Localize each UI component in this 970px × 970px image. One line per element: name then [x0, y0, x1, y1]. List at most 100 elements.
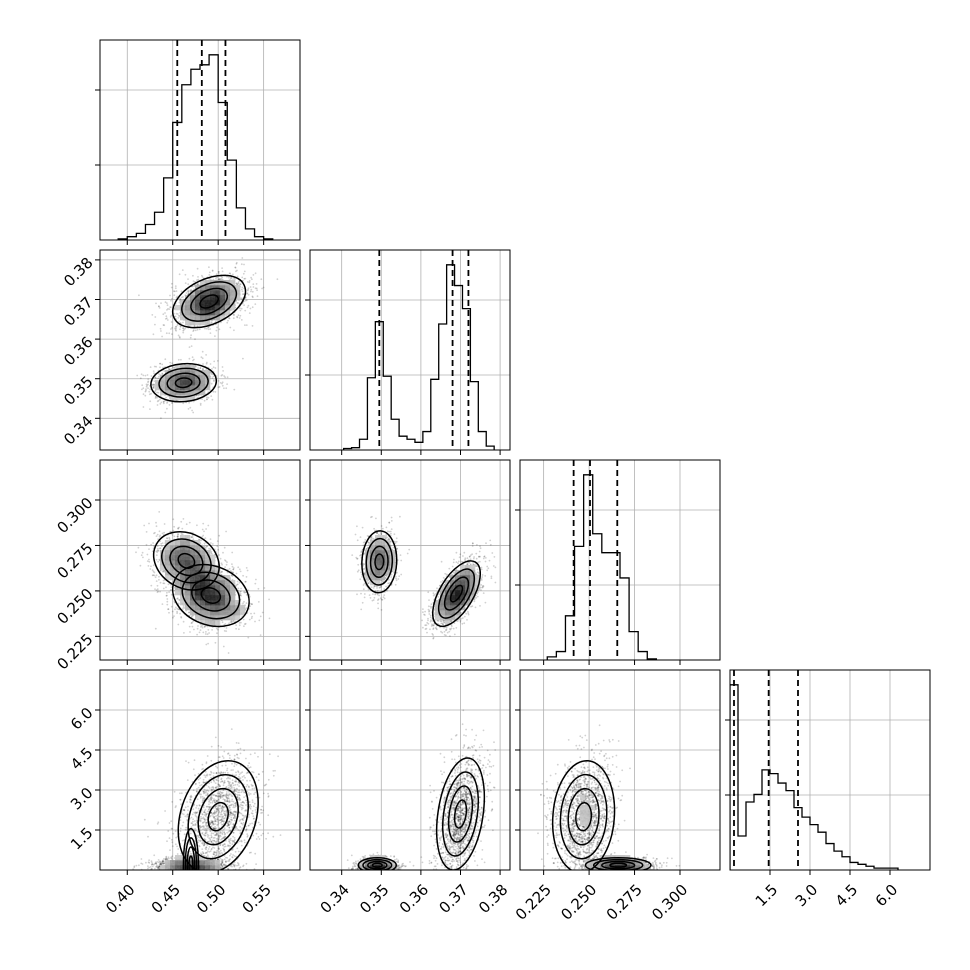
scatter-plot-area: [136, 257, 279, 420]
scatter-point: [182, 329, 185, 332]
scatter-point: [157, 590, 160, 593]
scatter-point: [173, 294, 176, 297]
scatter-point: [187, 278, 189, 280]
scatter-point: [251, 325, 254, 327]
scatter-point: [164, 358, 167, 361]
scatter-point: [147, 378, 150, 380]
scatter-point: [219, 571, 222, 574]
scatter-point: [169, 306, 172, 308]
scatter-point: [243, 270, 246, 273]
scatter-point: [233, 388, 236, 391]
density-cell: [205, 385, 211, 391]
histogram-step: [343, 264, 495, 450]
density-cell: [185, 300, 191, 306]
scatter-point: [192, 329, 195, 332]
scatter-point: [226, 321, 229, 324]
scatter-point: [171, 298, 173, 300]
scatter-point: [187, 292, 190, 295]
scatter-point: [159, 362, 162, 365]
scatter-point: [237, 302, 240, 304]
scatter-point: [176, 610, 179, 613]
scatter-point: [156, 584, 159, 587]
scatter-point: [188, 401, 191, 404]
scatter-point: [160, 401, 163, 404]
scatter-point: [235, 584, 238, 587]
scatter-point: [222, 645, 225, 648]
density-cell: [175, 385, 181, 391]
scatter-point: [163, 399, 166, 402]
scatter-point: [161, 373, 164, 376]
scatter-point: [239, 309, 242, 312]
scatter-point: [232, 317, 235, 320]
scatter-point: [197, 625, 199, 627]
scatter-point: [170, 286, 173, 289]
scatter-point: [228, 567, 231, 570]
scatter-point: [215, 273, 218, 276]
scatter-point: [138, 294, 140, 297]
scatter-point: [154, 323, 156, 326]
density-cell: [190, 365, 196, 371]
density-cell: [170, 395, 176, 401]
density-cell: [225, 285, 231, 291]
scatter-point: [184, 273, 187, 276]
scatter-point: [211, 543, 214, 545]
scatter-point: [246, 292, 249, 295]
scatter-point: [207, 396, 210, 399]
scatter-point: [157, 538, 160, 540]
scatter-point: [188, 521, 191, 524]
scatter-point: [191, 356, 194, 359]
scatter-point: [180, 616, 183, 618]
density-cell: [200, 285, 206, 291]
scatter-point: [147, 383, 149, 386]
scatter-point: [167, 583, 170, 586]
scatter-point: [206, 545, 208, 548]
scatter-point: [168, 332, 171, 335]
scatter-point: [232, 571, 235, 574]
density-cell: [190, 315, 196, 321]
scatter-point: [230, 574, 233, 577]
scatter-point: [190, 536, 193, 538]
scatter-point: [153, 574, 156, 577]
scatter-point: [240, 288, 243, 291]
scatter-point: [194, 329, 197, 332]
density-cell: [180, 300, 186, 306]
scatter-point: [156, 591, 159, 594]
density-cell: [215, 310, 221, 316]
scatter-point: [141, 384, 144, 387]
scatter-point: [177, 314, 180, 317]
density-cell: [160, 390, 166, 396]
density-cell: [205, 315, 211, 321]
scatter-point: [247, 589, 249, 591]
scatter-point: [241, 257, 244, 259]
scatter-point: [140, 554, 143, 557]
scatter-point: [258, 619, 261, 622]
y-tick-label: 0.38: [60, 254, 96, 290]
scatter-point: [153, 385, 156, 387]
scatter-point: [206, 396, 208, 399]
scatter-point: [161, 335, 164, 338]
scatter-point: [157, 377, 160, 380]
scatter-point: [154, 531, 156, 534]
scatter-point: [212, 390, 215, 393]
scatter-point: [159, 327, 162, 330]
scatter-point: [159, 590, 162, 593]
scatter-point: [149, 400, 152, 403]
scatter-point: [151, 314, 154, 316]
scatter-point: [225, 563, 228, 566]
scatter-point: [176, 607, 179, 610]
scatter-point: [158, 375, 160, 378]
scatter-point: [150, 565, 152, 568]
scatter-point: [144, 394, 147, 397]
scatter-point: [236, 583, 238, 586]
scatter-point: [206, 545, 208, 548]
density-cell: [175, 390, 181, 396]
scatter-point: [254, 620, 256, 623]
scatter-point: [175, 606, 177, 609]
scatter-point: [238, 280, 241, 283]
scatter-point: [182, 331, 185, 334]
scatter-point: [204, 327, 206, 330]
scatter-point: [218, 386, 221, 388]
scatter-point: [196, 633, 199, 636]
scatter-point: [216, 540, 219, 542]
